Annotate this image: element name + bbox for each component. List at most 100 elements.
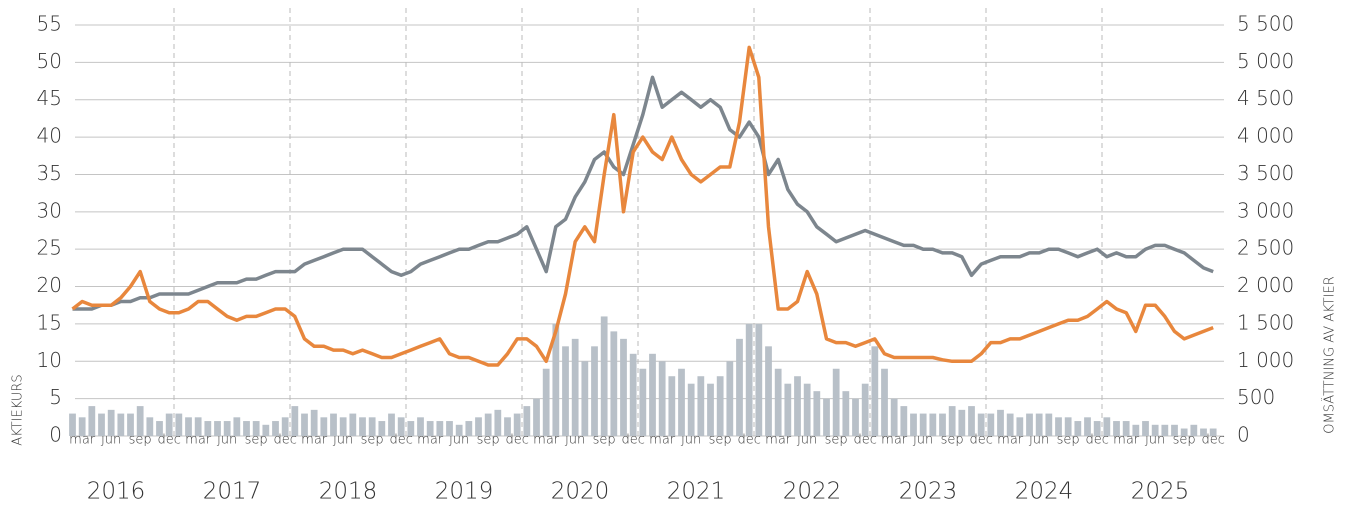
x-tick-label: dec <box>1085 433 1108 448</box>
x-tick-label: sep <box>941 433 964 448</box>
volume-bar <box>397 417 405 436</box>
x-tick-label: mar <box>649 433 676 448</box>
volume-bar <box>707 383 714 436</box>
volume-bar <box>977 413 985 436</box>
volume-bar <box>639 368 647 436</box>
volume-bar <box>368 417 376 436</box>
y-tick-label: 10 <box>37 348 62 372</box>
volume-bar <box>146 417 154 436</box>
volume-bar <box>455 424 463 436</box>
y2-tick-label: 0 <box>1237 423 1250 447</box>
volume-bar <box>378 421 386 436</box>
volume-bar <box>243 421 250 436</box>
x-tick-label: dec <box>853 433 876 448</box>
volume-bar <box>581 361 589 436</box>
volume-bar <box>1103 417 1111 436</box>
volume-bar <box>1151 424 1159 436</box>
year-label: 2022 <box>783 479 842 505</box>
x-tick-label: jun <box>216 433 237 448</box>
volume-bar <box>997 409 1004 436</box>
volume-bar <box>98 413 105 436</box>
volume-bar <box>1142 421 1149 436</box>
volume-bar <box>233 417 241 436</box>
volume-bar <box>1113 421 1120 436</box>
x-tick-label: mar <box>997 433 1024 448</box>
volume-bar <box>417 417 424 436</box>
x-tick-label: jun <box>100 433 121 448</box>
volume-bar <box>958 409 966 436</box>
x-tick-label: dec <box>505 433 528 448</box>
y2-axis-label: OMSÄTTNING AV AKTIER <box>1322 276 1338 434</box>
volume-bar <box>1180 428 1188 436</box>
volume-bar <box>339 417 347 436</box>
year-label: 2018 <box>319 479 378 505</box>
x-tick-label: sep <box>245 433 268 448</box>
volume-bar <box>330 413 337 436</box>
volume-bar <box>117 413 125 436</box>
x-tick-label: jun <box>1028 433 1049 448</box>
volume-bar <box>842 391 850 436</box>
volume-bar <box>1026 413 1033 436</box>
y2-tick-label: 2 500 <box>1237 236 1294 260</box>
price-line <box>72 75 1214 311</box>
volume-bar <box>1055 417 1062 436</box>
volume-bar <box>262 424 270 436</box>
y2-tick-label: 4 000 <box>1237 124 1294 148</box>
volume-bar <box>88 406 96 436</box>
price-line <box>71 45 1214 367</box>
volume-bar <box>1016 417 1024 436</box>
volume-bar <box>1171 424 1178 436</box>
volume-bar <box>136 406 144 436</box>
year-label: 2017 <box>203 479 262 505</box>
x-tick-label: sep <box>361 433 384 448</box>
volume-bar <box>223 421 231 436</box>
volume-bar <box>69 413 76 436</box>
x-tick-label: dec <box>157 433 180 448</box>
year-label: 2025 <box>1131 479 1190 505</box>
y2-tick-label: 3 500 <box>1237 161 1294 185</box>
volume-bar <box>929 413 937 436</box>
year-label: 2020 <box>551 479 610 505</box>
y-axis-label: AKTIEKURS <box>11 374 26 445</box>
x-tick-label: sep <box>593 433 616 448</box>
volume-bar <box>1045 413 1053 436</box>
year-label: 2023 <box>899 479 958 505</box>
volume-bar <box>813 391 821 436</box>
volume-bar <box>504 417 511 436</box>
volume-bar <box>1122 421 1130 436</box>
volume-bar <box>649 353 656 436</box>
volume-bar <box>726 361 734 436</box>
volume-bar <box>1084 417 1091 436</box>
y2-tick-label: 1 000 <box>1237 348 1294 372</box>
volume-bar <box>107 409 115 436</box>
volume-bar <box>832 368 840 436</box>
volume-bar <box>629 353 637 436</box>
x-tick-label: dec <box>969 433 992 448</box>
y2-tick-label: 500 <box>1237 385 1275 409</box>
x-tick-label: sep <box>709 433 732 448</box>
x-tick-label: sep <box>477 433 500 448</box>
volume-bar <box>1190 424 1198 436</box>
volume-bar <box>697 376 705 436</box>
volume-bar <box>320 417 328 436</box>
volume-bar <box>803 383 811 436</box>
year-label: 2016 <box>87 479 146 505</box>
volume-bar <box>745 323 753 436</box>
volume-bar <box>252 421 260 436</box>
volume-bar <box>552 323 560 436</box>
volume-bar <box>1209 428 1217 436</box>
volume-bar <box>465 421 473 436</box>
y-tick-label: 45 <box>37 86 62 110</box>
y-tick-label: 30 <box>37 198 62 222</box>
x-tick-label: dec <box>273 433 296 448</box>
volume-bar <box>910 413 917 436</box>
volume-bar <box>175 413 183 436</box>
x-tick-label: mar <box>881 433 908 448</box>
volume-bar <box>687 383 695 436</box>
volume-bar <box>610 331 618 436</box>
x-tick-label: mar <box>185 433 212 448</box>
volume-bar <box>78 417 86 436</box>
year-label: 2021 <box>667 479 726 505</box>
volume-bar <box>513 413 521 436</box>
